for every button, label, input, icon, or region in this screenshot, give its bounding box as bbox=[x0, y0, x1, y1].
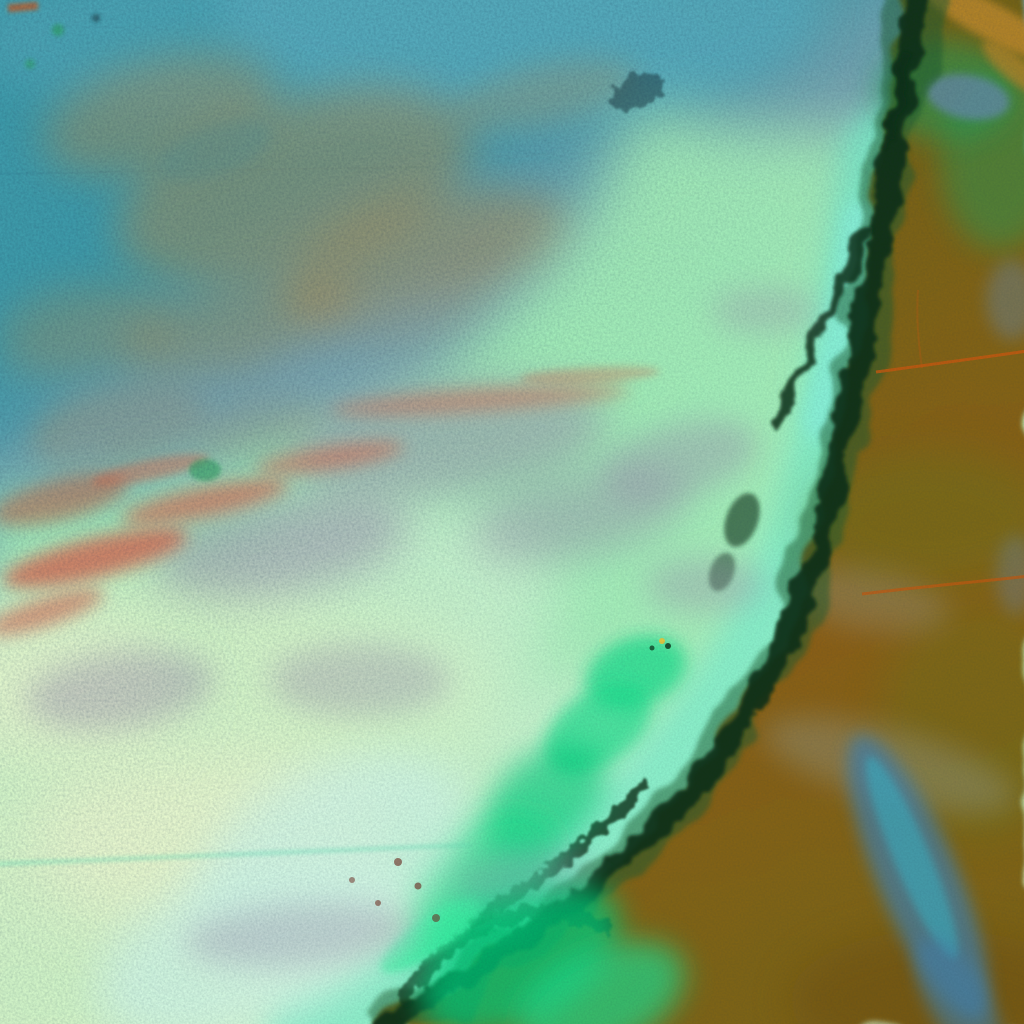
ocean-speckle-overlay bbox=[0, 0, 1024, 1024]
satellite-image-viewport bbox=[0, 0, 1024, 1024]
satellite-image bbox=[0, 0, 1024, 1024]
